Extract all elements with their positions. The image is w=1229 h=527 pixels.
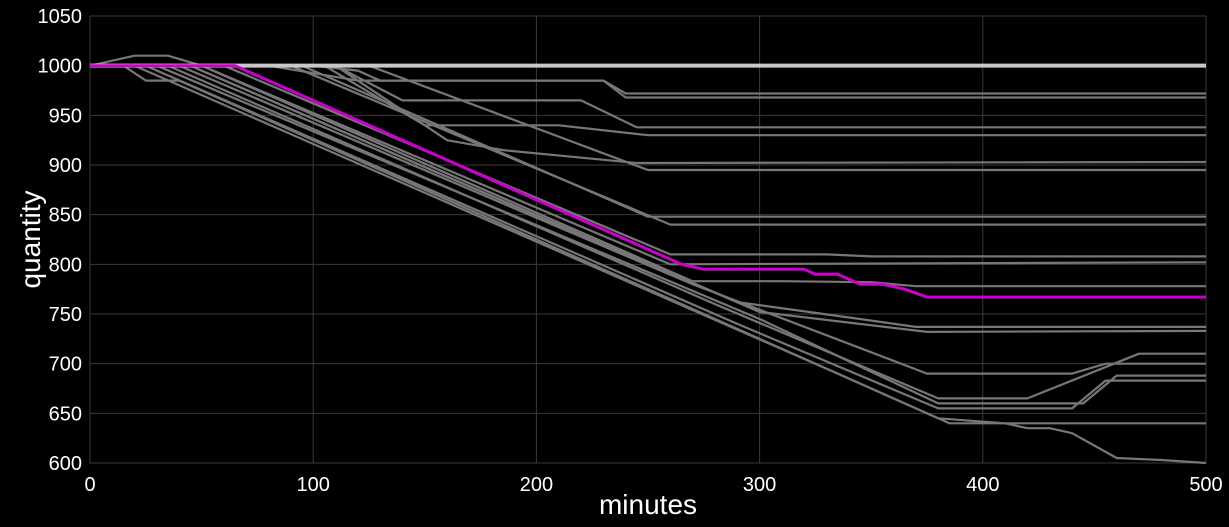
series-line	[90, 64, 1206, 172]
y-tick-label: 1000	[38, 56, 83, 78]
x-tick-label: 100	[297, 474, 330, 496]
x-tick-label: 300	[743, 474, 776, 496]
x-tick-label: 500	[1189, 474, 1222, 496]
y-tick-label: 900	[49, 155, 82, 177]
x-tick-label: 200	[520, 474, 553, 496]
y-tick-label: 950	[49, 105, 82, 127]
series-lines	[89, 54, 1207, 465]
series-line	[90, 64, 1207, 465]
series-line	[89, 54, 1206, 288]
y-tick-label: 800	[49, 254, 82, 276]
y-tick-label: 600	[49, 453, 82, 475]
grid	[89, 15, 1207, 464]
y-tick-label: 750	[49, 304, 82, 326]
y-axis-label: quantity	[15, 190, 46, 288]
x-axis-label: minutes	[599, 489, 697, 520]
highlight-series	[90, 64, 1206, 299]
y-tick-label: 650	[49, 403, 82, 425]
y-tick-label: 700	[49, 354, 82, 376]
series-line	[90, 64, 1206, 410]
y-tick-label: 1050	[38, 6, 83, 28]
highlight-series-line	[90, 64, 1206, 299]
tick-labels: 0 100 200 300 400 500 600 650 700 750 800 850 900 950…	[38, 6, 1223, 496]
y-tick-label: 850	[49, 205, 82, 227]
x-tick-label: 0	[84, 474, 95, 496]
x-tick-label: 400	[966, 474, 999, 496]
